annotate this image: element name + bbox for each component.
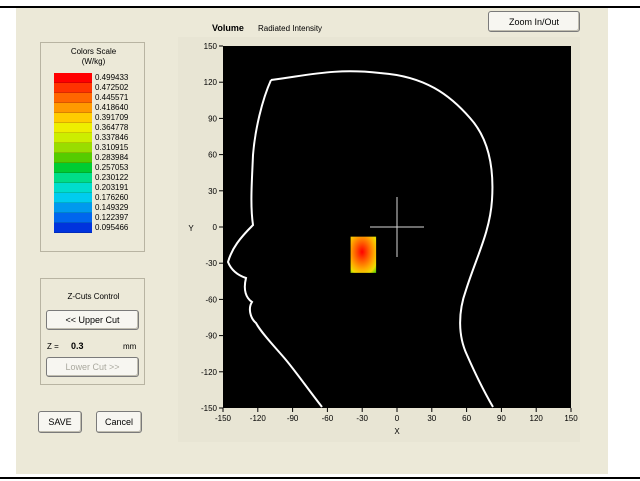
y-axis-label: Y — [188, 224, 194, 233]
color-value: 0.337846 — [95, 133, 129, 142]
crosshair-marker — [370, 197, 424, 257]
hotspot-region — [350, 236, 377, 273]
y-tick-label: -60 — [205, 295, 217, 304]
color-swatches — [54, 73, 92, 233]
color-value: 0.391709 — [95, 113, 129, 122]
y-tick-label: -90 — [205, 332, 217, 341]
x-tick-label: 30 — [427, 414, 436, 423]
zcuts-panel: Z-Cuts Control << Upper Cut Z = 0.3 mm L… — [40, 278, 145, 385]
color-value: 0.149329 — [95, 203, 129, 212]
y-tick-label: 90 — [208, 114, 217, 123]
x-tick-label: 150 — [564, 414, 578, 423]
cancel-button[interactable]: Cancel — [96, 411, 142, 433]
color-swatch — [54, 83, 92, 93]
color-value: 0.472502 — [95, 83, 129, 92]
x-axis-label: X — [394, 427, 400, 436]
lower-cut-button[interactable]: Lower Cut >> — [46, 357, 139, 377]
colors-scale-title: Colors Scale — [70, 47, 117, 56]
color-values: 0.499433 0.472502 0.445571 0.418640 0.391709… — [95, 73, 128, 233]
head-outline-face — [226, 79, 323, 408]
x-tick-label: -150 — [215, 414, 232, 423]
color-swatch — [54, 113, 92, 123]
color-value: 0.499433 — [95, 73, 129, 82]
color-value: 0.310915 — [95, 143, 129, 152]
y-tick-label: 60 — [208, 151, 217, 160]
z-unit: mm — [123, 342, 137, 351]
color-swatch — [54, 73, 92, 83]
head-outline-back — [270, 70, 494, 408]
zoom-button[interactable]: Zoom In/Out — [488, 11, 580, 32]
z-label: Z = — [47, 342, 59, 351]
color-swatch — [54, 203, 92, 213]
x-tick-label: -90 — [287, 414, 299, 423]
color-swatch — [54, 153, 92, 163]
color-swatch — [54, 223, 92, 233]
colors-scale-panel: Colors Scale (W/kg) 0.499433 0.472502 0.44… — [40, 42, 145, 252]
x-tick-label: 0 — [395, 414, 400, 423]
color-swatch — [54, 133, 92, 143]
color-value: 0.257053 — [95, 163, 129, 172]
color-value: 0.095466 — [95, 223, 129, 232]
x-tick-label: -120 — [250, 414, 267, 423]
y-tick-label: -120 — [201, 368, 218, 377]
color-swatch — [54, 173, 92, 183]
color-swatch — [54, 93, 92, 103]
upper-cut-button[interactable]: << Upper Cut — [46, 310, 139, 330]
x-tick-label: 90 — [497, 414, 506, 423]
color-swatch — [54, 143, 92, 153]
axis-ticks: -150 -120 -90 -60 -30 0 30 60 90 120 150 150 120 90 60… — [201, 42, 578, 423]
x-tick-label: 120 — [530, 414, 544, 423]
color-value: 0.283984 — [95, 153, 129, 162]
color-value: 0.364778 — [95, 123, 129, 132]
color-swatch — [54, 213, 92, 223]
x-tick-label: 60 — [462, 414, 471, 423]
color-value: 0.230122 — [95, 173, 129, 182]
x-tick-label: -30 — [356, 414, 368, 423]
zcuts-title: Z-Cuts Control — [67, 292, 120, 301]
color-value: 0.445571 — [95, 93, 129, 102]
color-value: 0.203191 — [95, 183, 129, 192]
colors-scale-unit: (W/kg) — [81, 57, 106, 66]
z-value: 0.3 — [71, 341, 84, 351]
color-swatch — [54, 183, 92, 193]
color-value: 0.418640 — [95, 103, 129, 112]
color-swatch — [54, 163, 92, 173]
y-tick-label: 30 — [208, 187, 217, 196]
color-value: 0.122397 — [95, 213, 129, 222]
view-subtitle: Radiated Intensity — [258, 24, 323, 33]
save-button[interactable]: SAVE — [38, 411, 82, 433]
y-tick-label: 150 — [204, 42, 218, 51]
y-tick-label: -30 — [205, 259, 217, 268]
view-title: Volume — [212, 23, 244, 33]
color-swatch — [54, 193, 92, 203]
color-swatch — [54, 123, 92, 133]
top-rule — [0, 6, 640, 8]
color-swatch — [54, 103, 92, 113]
x-tick-label: -60 — [322, 414, 334, 423]
y-tick-label: -150 — [201, 404, 218, 413]
bottom-rule — [0, 477, 640, 479]
color-value: 0.176260 — [95, 193, 129, 202]
y-tick-label: 0 — [213, 223, 218, 232]
y-tick-label: 120 — [204, 78, 218, 87]
